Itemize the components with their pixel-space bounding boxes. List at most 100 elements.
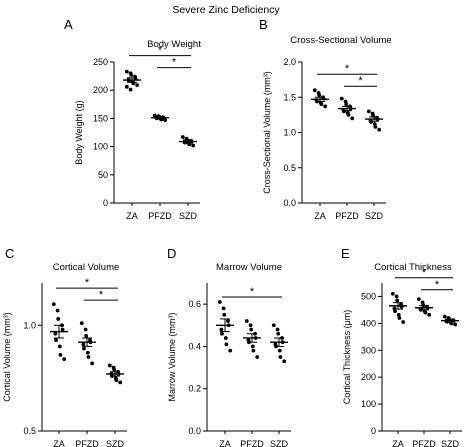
panel-letter: A <box>64 17 73 32</box>
data-point <box>244 319 249 323</box>
data-point <box>56 317 61 321</box>
y-axis-label: Cortical Volume (mm³) <box>2 312 12 402</box>
panel-title: Cross-Sectional Volume <box>290 35 391 46</box>
data-point <box>343 99 348 104</box>
data-point <box>57 344 62 349</box>
y-tick-label: 0.4 <box>188 341 201 351</box>
panel-B: B Cross-Sectional Volume 0.0 0.5 1.0 1.5 2.0 Cr… <box>259 17 392 221</box>
data-point <box>86 355 91 359</box>
data-point <box>223 336 228 340</box>
y-tick-label: 300 <box>361 345 376 355</box>
x-tick-label: PFZD <box>412 439 436 447</box>
y-tick-label: 0.0 <box>283 198 296 208</box>
data-point <box>54 338 58 342</box>
panel-letter: C <box>5 246 14 261</box>
y-tick-label: 200 <box>361 372 376 382</box>
data-point <box>278 355 283 359</box>
data-point <box>373 124 378 129</box>
data-point <box>342 109 346 114</box>
significance-star: * <box>158 45 163 57</box>
data-point <box>453 322 458 327</box>
data-point <box>394 294 399 299</box>
x-tick-label: SZD <box>441 439 460 447</box>
x-tick-label: SZD <box>270 439 289 447</box>
data-point <box>128 87 133 92</box>
data-point <box>129 73 134 77</box>
y-tick-label: 400 <box>361 318 376 328</box>
x-tick-label: ZA <box>126 211 138 221</box>
y-tick-label: 200 <box>93 85 108 95</box>
panel-C: C Cortical Volume 0.5 1.0 Cortical Volume (m… <box>2 246 127 447</box>
data-point <box>372 122 377 126</box>
data-point <box>346 112 351 117</box>
panel-D: D Marrow Volume 0.0 0.2 0.4 0.6 Marrow Volume … <box>167 246 291 447</box>
panel-title: Cortical Volume <box>53 262 120 273</box>
panel-E: E Cortical Thickness 0 100 200 300 400 500 Corti… <box>341 246 462 447</box>
data-point <box>84 333 89 338</box>
y-tick-label: 0 <box>371 426 376 436</box>
panel-title: Cortical Thickness <box>374 262 452 273</box>
data-point <box>323 104 328 109</box>
x-tick-label: SZD <box>365 211 384 221</box>
y-tick-label: 0.5 <box>283 163 296 173</box>
y-tick-label: 250 <box>93 57 108 67</box>
data-point <box>62 357 67 362</box>
y-tick-label: 1.5 <box>283 92 296 102</box>
data-point <box>135 83 140 88</box>
data-point <box>251 348 256 353</box>
x-tick-label: ZA <box>314 211 326 221</box>
figure-title: Severe Zinc Deficiency <box>172 4 280 16</box>
data-point <box>124 84 129 89</box>
y-tick-label: 0 <box>103 198 108 208</box>
x-tick-label: ZA <box>53 439 65 447</box>
y-tick-label: 150 <box>93 113 108 123</box>
data-point <box>401 320 406 324</box>
data-point <box>396 312 401 317</box>
data-point <box>377 127 382 132</box>
y-axis-label: Cortical Thickness (μm) <box>342 310 352 405</box>
y-tick-label: 1.0 <box>283 128 296 138</box>
panel-letter: E <box>341 246 350 261</box>
data-point <box>55 308 60 313</box>
data-point <box>250 344 255 349</box>
y-axis-label: Cross-Sectional Volume (mm³) <box>262 71 272 194</box>
significance-star: * <box>250 286 255 298</box>
data-point <box>369 120 373 124</box>
x-tick-label: PFZD <box>148 211 172 221</box>
data-point <box>118 380 123 385</box>
data-point <box>366 109 371 114</box>
data-point <box>51 302 56 307</box>
data-point <box>317 93 322 98</box>
y-axis-label: Marrow Volume (mm³) <box>167 312 177 401</box>
data-point <box>217 300 222 304</box>
data-point <box>393 309 397 314</box>
x-tick-label: SZD <box>179 211 198 221</box>
data-point <box>226 319 230 323</box>
data-point <box>53 331 58 336</box>
x-tick-label: PFZD <box>335 211 359 221</box>
data-point <box>180 135 185 139</box>
significance-star: * <box>85 277 90 289</box>
data-point <box>350 116 355 121</box>
data-point <box>248 323 253 328</box>
data-point <box>219 327 224 332</box>
panel-letter: B <box>259 17 268 32</box>
data-point <box>79 321 84 326</box>
data-point <box>114 378 119 383</box>
y-tick-label: 2.0 <box>283 57 296 67</box>
data-point <box>395 298 400 303</box>
significance-star: * <box>435 279 440 291</box>
y-tick-label: 0.5 <box>23 426 36 436</box>
panels-group: A Body Weight 0 50 100 150 200 250 Body Weight (… <box>2 17 462 447</box>
data-point <box>421 303 426 307</box>
data-point <box>249 327 254 332</box>
data-point <box>83 327 88 332</box>
data-point <box>224 342 229 347</box>
data-point <box>427 312 432 317</box>
data-point <box>255 355 260 359</box>
significance-star: * <box>358 75 363 87</box>
panel-A: A Body Weight 0 50 100 150 200 250 Body Weight (… <box>64 17 201 221</box>
panel-title: Marrow Volume <box>216 262 282 273</box>
data-point <box>339 96 344 101</box>
